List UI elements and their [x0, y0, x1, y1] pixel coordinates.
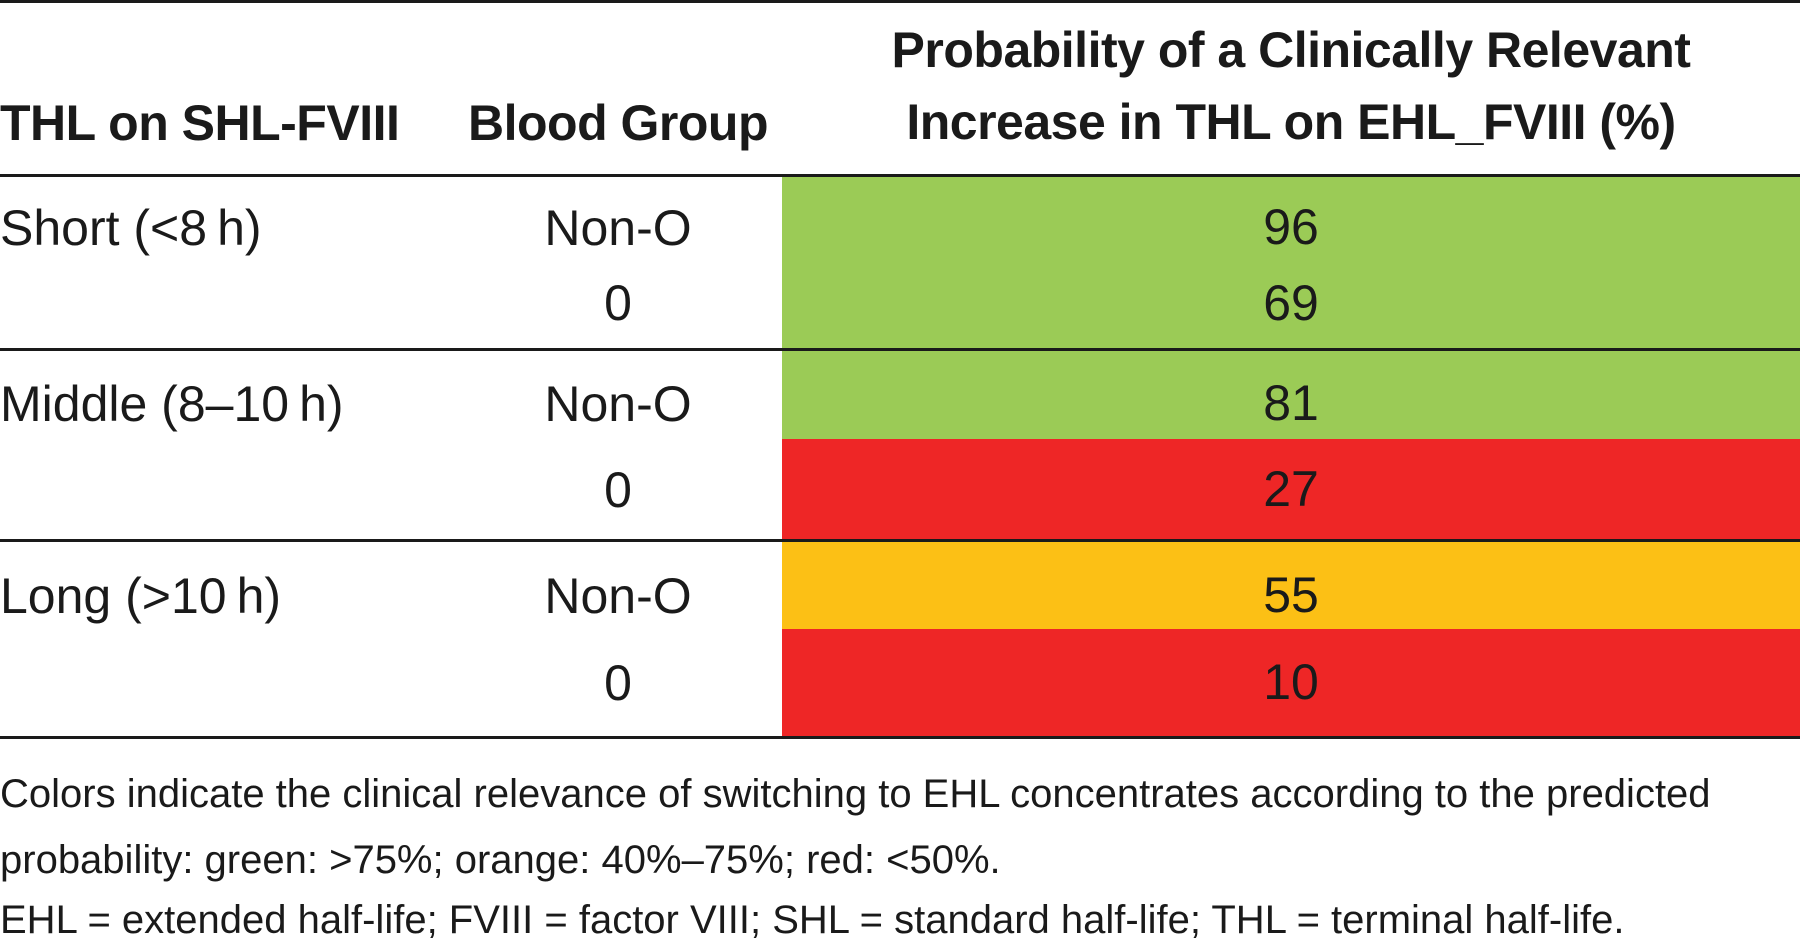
blood-group-cell: Non-O: [544, 200, 692, 256]
header-blood-group: Blood Group: [468, 95, 769, 151]
blood-group-cell: 0: [604, 655, 632, 711]
probability-cell: 27: [782, 439, 1800, 539]
group-rule: [0, 539, 1800, 542]
blood-group-cell: Non-O: [544, 376, 692, 432]
top-rule: [0, 0, 1800, 3]
group-label-middle: Middle (8–10 h): [0, 376, 344, 432]
header-rule: [0, 174, 1800, 177]
header-probability-line2: Increase in THL on EHL_FVIII (%): [906, 94, 1676, 150]
footnote-colors-line2: probability: green: >75%; orange: 40%–75…: [0, 838, 1001, 882]
header-probability-line1: Probability of a Clinically Relevant: [891, 22, 1691, 78]
probability-cell: 96: [782, 177, 1800, 265]
header-probability: Probability of a Clinically Relevant Inc…: [782, 14, 1800, 158]
blood-group-cell: 0: [604, 275, 632, 331]
probability-cell: 69: [782, 265, 1800, 348]
group-rule: [0, 348, 1800, 351]
probability-cell: 10: [782, 629, 1800, 736]
footnote-abbreviations: EHL = extended half-life; FVIII = factor…: [0, 898, 1625, 942]
blood-group-cell: 0: [604, 462, 632, 518]
group-label-short: Short (<8 h): [0, 200, 262, 256]
probability-cell: 81: [782, 351, 1800, 439]
probability-cell: 55: [782, 542, 1800, 629]
group-label-long: Long (>10 h): [0, 568, 282, 624]
header-thl-on-shl-fviii: THL on SHL-FVIII: [0, 95, 400, 151]
footnote-colors-line1: Colors indicate the clinical relevance o…: [0, 772, 1711, 816]
bottom-rule: [0, 736, 1800, 739]
blood-group-cell: Non-O: [544, 568, 692, 624]
